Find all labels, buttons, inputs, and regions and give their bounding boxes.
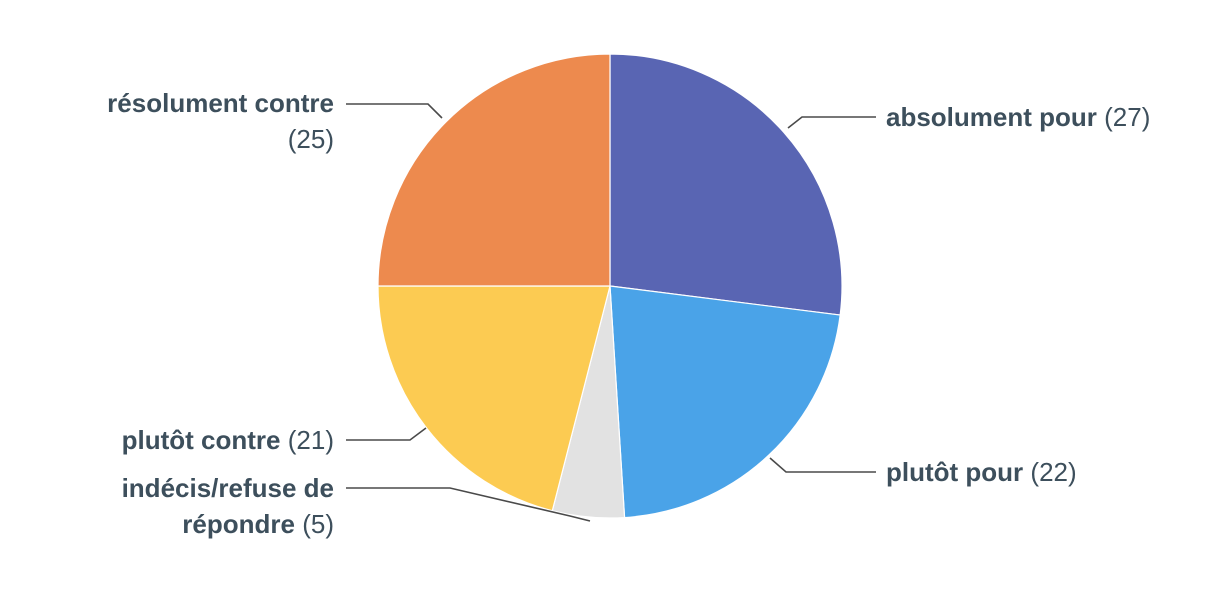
- label-absolument-pour-category: absolument pour: [886, 102, 1097, 132]
- label-resolument-contre: résolument contre: [107, 88, 334, 118]
- label-plutot-contre-value: (21): [288, 425, 334, 455]
- label-plutot-pour-category: plutôt pour: [886, 457, 1023, 487]
- label-indecis-category-line2: répondre: [182, 509, 295, 539]
- leader-line-resolument-contre: [346, 103, 443, 119]
- label-indecis-line2: répondre (5): [182, 509, 334, 539]
- label-indecis-line1: indécis/refuse de: [122, 473, 334, 503]
- label-indecis-category-line1: indécis/refuse de: [122, 473, 334, 503]
- leader-line-absolument-pour: [787, 116, 876, 129]
- pie-slice-plutot-pour: [609, 285, 841, 519]
- label-indecis-value: (5): [302, 509, 334, 539]
- label-resolument-contre-value: (25): [288, 124, 334, 154]
- leader-line-indecis: [346, 487, 591, 522]
- label-absolument-pour: absolument pour (27): [886, 102, 1150, 132]
- label-absolument-pour-value: (27): [1104, 102, 1150, 132]
- label-plutot-pour-value: (22): [1030, 457, 1076, 487]
- label-plutot-contre-category: plutôt contre: [122, 425, 281, 455]
- label-plutot-pour: plutôt pour (22): [886, 457, 1077, 487]
- label-plutot-contre: plutôt contre (21): [122, 425, 334, 455]
- leader-line-plutot-contre: [346, 427, 427, 441]
- pie-slice-plutot-contre: [377, 285, 611, 512]
- label-resolument-contre-value-line: (25): [288, 124, 334, 154]
- pie-slice-absolument-pour: [609, 53, 843, 316]
- leader-line-plutot-pour: [769, 457, 876, 473]
- pie-slices: [377, 53, 843, 519]
- label-resolument-contre-category: résolument contre: [107, 88, 334, 118]
- pie-slice-resolument-contre: [377, 53, 611, 287]
